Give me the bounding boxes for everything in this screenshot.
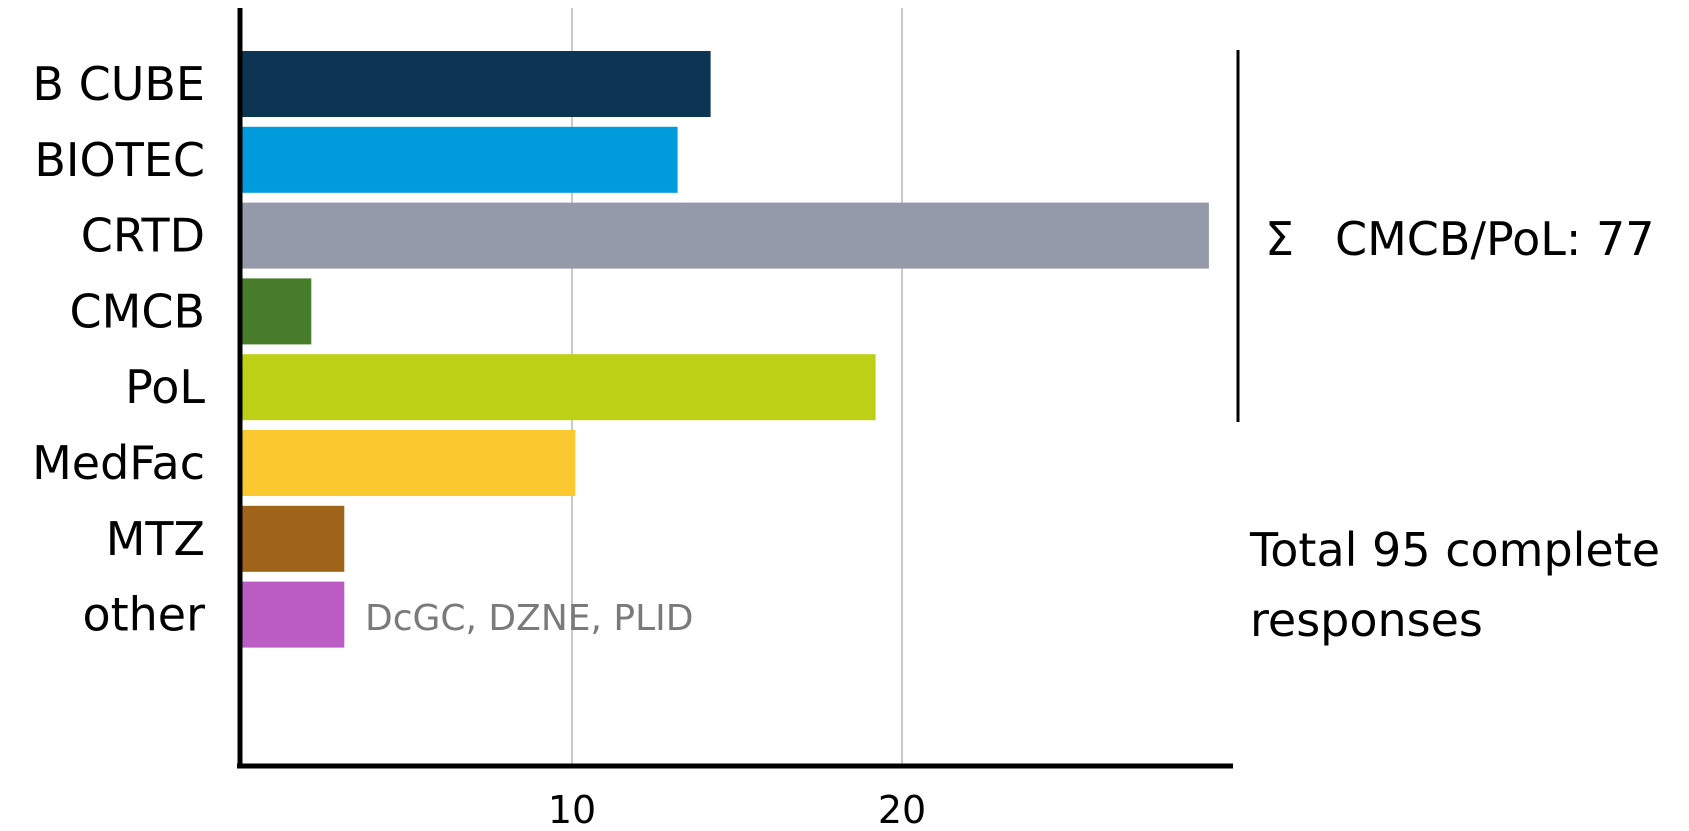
x-tick-label: 10 bbox=[548, 788, 596, 831]
group-annotation-label: CMCB/PoL: 77 bbox=[1335, 212, 1655, 266]
category-label: MedFac bbox=[32, 436, 205, 490]
category-label: B CUBE bbox=[32, 57, 205, 111]
category-labels: B CUBE BIOTEC CRTD CMCB PoL MedFac MTZ other bbox=[32, 57, 205, 642]
x-tick-label: 20 bbox=[878, 788, 926, 831]
bars bbox=[242, 51, 1209, 648]
category-label: other bbox=[82, 588, 205, 642]
category-label: PoL bbox=[125, 360, 205, 414]
category-label: CRTD bbox=[81, 209, 205, 263]
bar-biotec bbox=[242, 126, 678, 193]
bar-pol bbox=[242, 354, 876, 421]
sum-symbol: Σ bbox=[1265, 212, 1294, 266]
bar-other bbox=[242, 581, 345, 648]
x-tick-labels: 10 20 bbox=[548, 788, 926, 831]
category-label: BIOTEC bbox=[34, 133, 205, 187]
category-label: CMCB bbox=[70, 284, 205, 338]
bar-annotation-other: DcGC, DZNE, PLID bbox=[365, 598, 693, 639]
bar-medfac bbox=[242, 430, 576, 496]
total-responses-note: Total 95 complete responses bbox=[1250, 523, 1661, 647]
bar-cmcb bbox=[242, 278, 312, 345]
category-label: MTZ bbox=[106, 512, 205, 566]
bar-mtz bbox=[242, 505, 345, 572]
bar-crtd bbox=[242, 202, 1209, 269]
bar-b-cube bbox=[242, 51, 711, 117]
